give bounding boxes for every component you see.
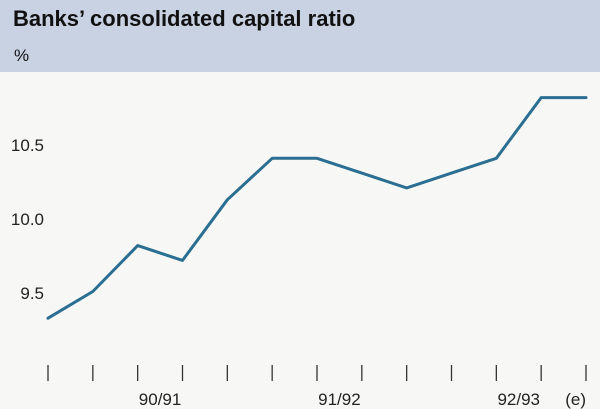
x-axis: 90/91 91/92 92/93 (e) (47, 365, 587, 409)
data-point (270, 157, 274, 160)
data-point (539, 96, 543, 99)
data-point (360, 171, 364, 175)
chart-title: Banks’ consolidated capital ratio (13, 6, 356, 31)
y-tick-label: 10.5 (11, 136, 44, 155)
data-point (450, 171, 453, 175)
x-tick-label: 91/92 (318, 390, 361, 409)
data-point (226, 198, 229, 201)
y-tick-label: 10.0 (11, 210, 44, 229)
y-tick-label: 9.5 (20, 284, 44, 303)
data-point (405, 186, 408, 190)
data-point (495, 157, 498, 160)
data-point (181, 259, 184, 262)
data-point (91, 290, 95, 293)
y-axis: 9.5 10.0 10.5 (11, 136, 44, 303)
x-tick-label: 90/91 (139, 390, 182, 409)
data-point (46, 316, 50, 320)
series-layer (46, 96, 588, 320)
data-point (136, 244, 139, 247)
x-tick-label: (e) (565, 390, 586, 409)
data-point (584, 96, 588, 99)
data-point (315, 157, 319, 160)
chart-header: Banks’ consolidated capital ratio % (0, 0, 600, 72)
y-axis-unit-label: % (14, 46, 30, 65)
x-tick-label: 92/93 (497, 390, 540, 409)
series-line-capital-ratio (46, 96, 588, 320)
